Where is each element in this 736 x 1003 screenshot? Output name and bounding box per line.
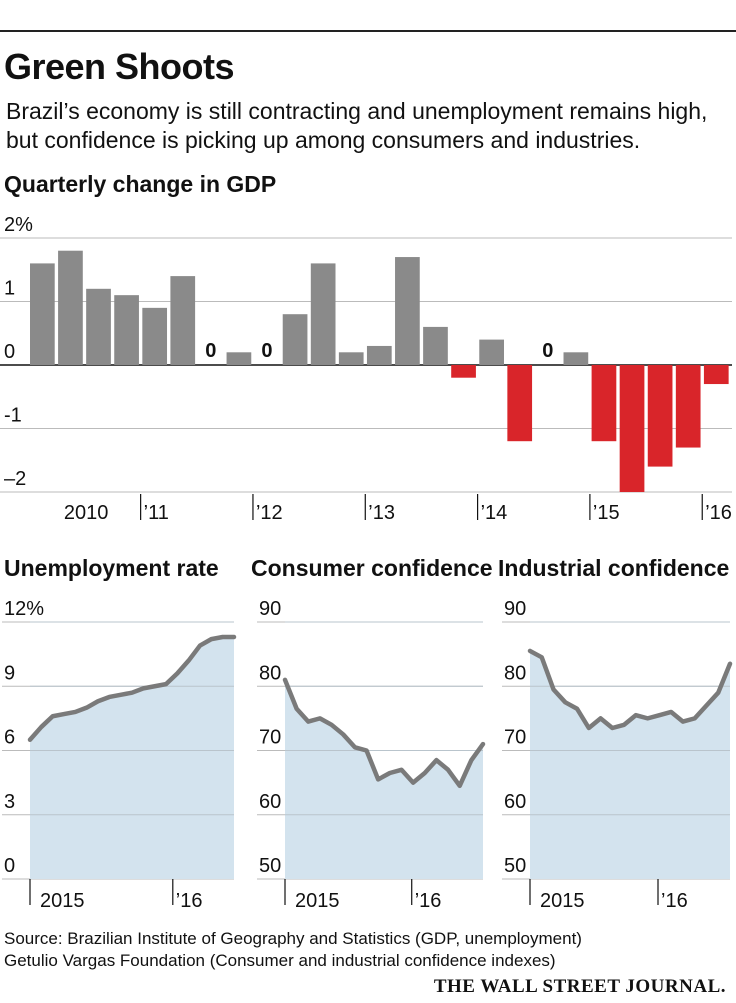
gdp-bar bbox=[619, 365, 645, 492]
gdp-bar bbox=[310, 263, 336, 365]
gdp-x-tick-label: ’16 bbox=[705, 502, 732, 524]
source-line-1: Source: Brazilian Institute of Geography… bbox=[4, 929, 582, 948]
unemployment-x-tick-label: ’16 bbox=[176, 890, 203, 912]
unemployment-x-tick-label: 2015 bbox=[40, 890, 85, 912]
gdp-bar bbox=[507, 365, 533, 442]
gdp-zero-data-label: 0 bbox=[261, 340, 272, 362]
gdp-bar bbox=[591, 365, 617, 442]
unemployment-chart-title: Unemployment rate bbox=[4, 555, 219, 581]
gdp-bar bbox=[170, 276, 196, 365]
consumer-y-tick-label: 80 bbox=[259, 662, 281, 684]
unemployment-y-tick-label: 6 bbox=[4, 727, 15, 749]
industrial-y-tick-label: 70 bbox=[504, 727, 526, 749]
gdp-bar bbox=[58, 250, 83, 365]
consumer-x-tick-label: 2015 bbox=[295, 890, 340, 912]
gdp-bar bbox=[563, 352, 589, 365]
gdp-bar bbox=[86, 288, 111, 365]
industrial-line bbox=[527, 648, 733, 731]
consumer-chart-title: Consumer confidence bbox=[251, 555, 493, 581]
gdp-bar bbox=[451, 365, 476, 378]
gdp-x-tick-label: ’12 bbox=[256, 502, 283, 524]
gdp-bar bbox=[226, 352, 252, 365]
gdp-bar bbox=[395, 257, 420, 365]
gdp-zero-data-label: 0 bbox=[542, 340, 553, 362]
industrial-y-tick-label: 50 bbox=[504, 855, 526, 877]
gdp-bar bbox=[366, 345, 392, 365]
gdp-bar bbox=[30, 263, 55, 365]
gdp-bar bbox=[114, 295, 139, 365]
page-subtitle: Brazil’s economy is still contracting an… bbox=[6, 98, 708, 153]
gdp-x-tick-label: ’11 bbox=[144, 502, 169, 524]
source-line-2: Getulio Vargas Foundation (Consumer and … bbox=[4, 951, 556, 970]
source-note: Source: Brazilian Institute of Geography… bbox=[4, 928, 582, 972]
industrial-y-tick-label: 90 bbox=[504, 598, 526, 620]
gdp-y-tick-label: –2 bbox=[4, 468, 26, 490]
industrial-chart-title: Industrial confidence bbox=[498, 555, 730, 581]
consumer-y-tick-label: 50 bbox=[259, 855, 281, 877]
unemployment-y-tick-label: 0 bbox=[4, 855, 15, 877]
unemployment-y-tick-label: 12% bbox=[4, 598, 44, 620]
wsj-logo: THE WALL STREET JOURNAL. bbox=[433, 976, 726, 997]
unemployment-y-tick-label: 9 bbox=[4, 662, 15, 684]
gdp-bar bbox=[647, 365, 673, 467]
gdp-y-tick-label: 1 bbox=[4, 278, 15, 300]
gdp-bar bbox=[423, 326, 448, 365]
gdp-zero-data-label: 0 bbox=[205, 340, 216, 362]
gdp-bar bbox=[282, 314, 308, 365]
gdp-y-tick-label: -1 bbox=[4, 405, 22, 427]
unemployment-y-tick-label: 3 bbox=[4, 791, 15, 813]
gdp-x-tick-label: ’15 bbox=[593, 502, 620, 524]
consumer-y-tick-label: 70 bbox=[259, 727, 281, 749]
gdp-bar bbox=[142, 307, 168, 365]
unemployment-area bbox=[30, 636, 234, 879]
gdp-bar bbox=[338, 352, 364, 365]
consumer-x-tick-label: ’16 bbox=[415, 890, 442, 912]
industrial-y-tick-label: 80 bbox=[504, 662, 526, 684]
gdp-bar bbox=[703, 365, 729, 385]
gdp-y-tick-label: 2% bbox=[4, 214, 33, 236]
industrial-y-tick-label: 60 bbox=[504, 791, 526, 813]
page-title: Green Shoots bbox=[4, 46, 235, 87]
industrial-x-tick-label: ’16 bbox=[661, 890, 688, 912]
gdp-x-tick-label: ’14 bbox=[481, 502, 508, 524]
consumer-y-tick-label: 90 bbox=[259, 598, 281, 620]
gdp-x-tick-label: 2010 bbox=[64, 502, 109, 524]
gdp-bar bbox=[479, 339, 504, 365]
consumer-y-tick-label: 60 bbox=[259, 791, 281, 813]
gdp-chart-title: Quarterly change in GDP bbox=[4, 171, 277, 197]
top-rule bbox=[0, 30, 736, 32]
gdp-x-tick-label: ’13 bbox=[368, 502, 395, 524]
gdp-bar bbox=[675, 365, 701, 448]
gdp-y-tick-label: 0 bbox=[4, 341, 15, 363]
unemployment-line bbox=[27, 634, 237, 743]
industrial-area bbox=[530, 650, 730, 879]
consumer-line bbox=[282, 677, 486, 789]
industrial-x-tick-label: 2015 bbox=[540, 890, 585, 912]
